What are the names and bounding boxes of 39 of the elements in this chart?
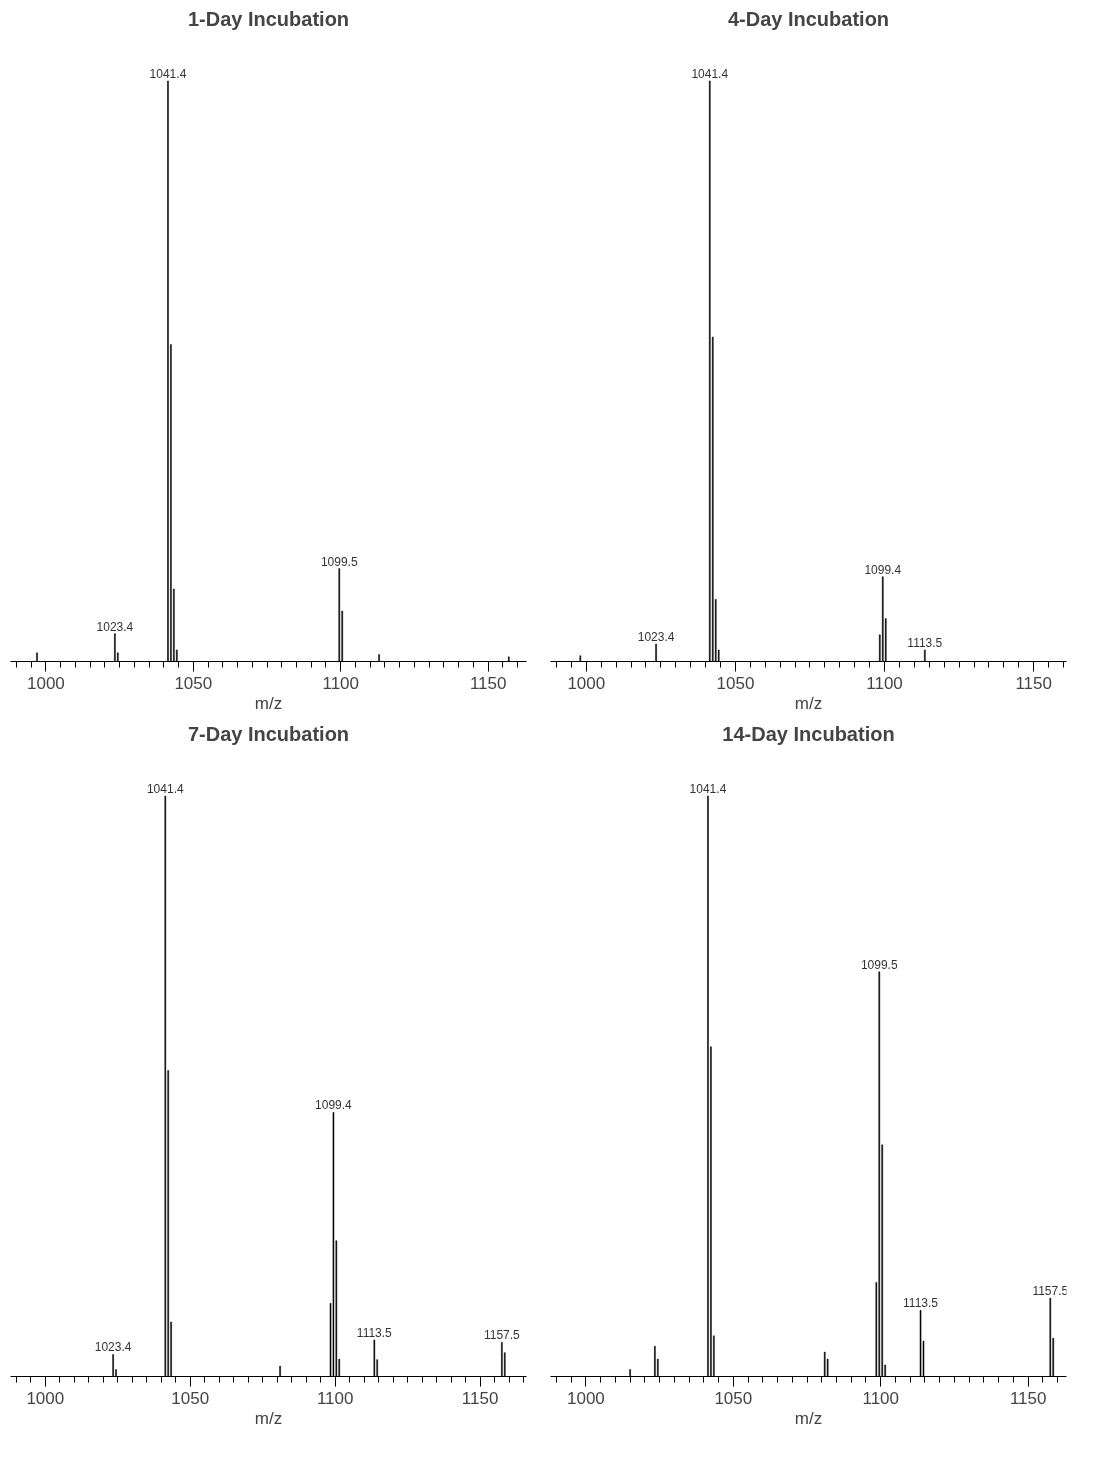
annotation: 1041.4 — [146, 781, 184, 796]
annotation: 1023.4 — [637, 630, 675, 645]
annotation: 1041.4 — [689, 781, 727, 796]
annotation: 1099.4 — [315, 1098, 353, 1113]
chart-title: 4-Day Incubation — [727, 7, 890, 30]
x-axis-title: m/z — [794, 693, 823, 713]
annotation: 1113.5 — [907, 635, 943, 650]
chart-title: 7-Day Incubation — [187, 722, 350, 745]
annotation: 1041.4 — [691, 66, 729, 81]
x-tick-label: 1100 — [316, 1388, 354, 1408]
annotation: 1157.5 — [483, 1328, 521, 1343]
annotation: 1099.4 — [864, 562, 902, 577]
x-tick-label: 1050 — [716, 673, 755, 693]
x-tick-label: 1000 — [566, 1388, 605, 1408]
annotation: 1041.4 — [149, 66, 187, 81]
x-axis-title: m/z — [254, 1408, 283, 1428]
x-tick-label: 1050 — [174, 673, 213, 693]
x-tick-label: 1150 — [469, 673, 507, 693]
x-tick-label: 1000 — [26, 673, 65, 693]
x-tick-label: 1150 — [461, 1388, 499, 1408]
annotation: 1113.5 — [903, 1296, 939, 1311]
x-tick-label: 1150 — [1015, 673, 1052, 693]
x-tick-label: 1150 — [1009, 1388, 1047, 1408]
x-tick-label: 1100 — [862, 1388, 900, 1408]
annotation: 1113.5 — [356, 1325, 393, 1340]
x-axis-title: m/z — [254, 693, 283, 713]
x-tick-label: 1050 — [171, 1388, 210, 1408]
annotation: 1099.5 — [860, 957, 898, 972]
x-tick-label: 1000 — [567, 673, 606, 693]
annotation: 1099.5 — [320, 554, 358, 569]
annotation: 1023.4 — [94, 1340, 132, 1355]
chart-title: 1-Day Incubation — [187, 7, 350, 30]
x-axis-title: m/z — [794, 1408, 823, 1428]
x-tick-label: 1100 — [322, 673, 360, 693]
x-tick-label: 1100 — [866, 673, 903, 693]
x-tick-label: 1000 — [26, 1388, 65, 1408]
annotation: 1023.4 — [96, 619, 134, 634]
x-tick-label: 1050 — [714, 1388, 753, 1408]
chart-title: 14-Day Incubation — [722, 722, 895, 745]
